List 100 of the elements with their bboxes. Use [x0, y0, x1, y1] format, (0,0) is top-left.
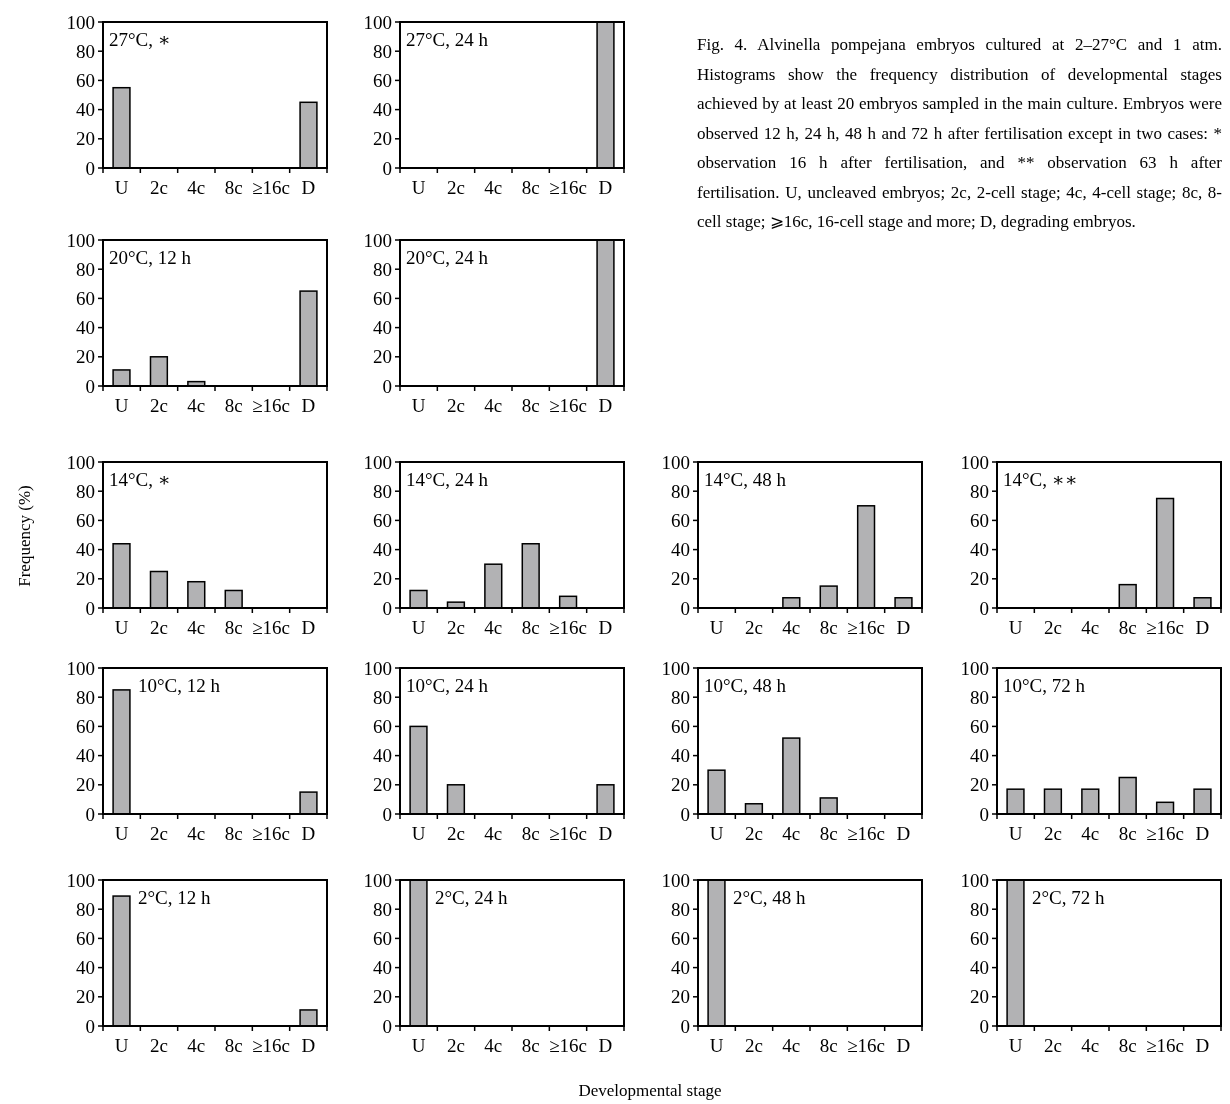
y-tick-label: 60: [970, 928, 989, 950]
x-tick-label: 8c: [521, 617, 540, 638]
x-tick-label: U: [114, 395, 129, 416]
x-tick-label: 8c: [1118, 1035, 1137, 1056]
y-tick-label: 20: [373, 128, 392, 150]
y-tick-label: 80: [970, 480, 989, 502]
y-tick-label: 100: [363, 869, 392, 891]
x-tick-label: 8c: [1118, 617, 1137, 638]
x-tick-label: 4c: [187, 823, 206, 844]
y-tick-label: 0: [382, 803, 392, 825]
x-tick-label: 4c: [484, 177, 503, 198]
x-tick-label: 2c: [149, 823, 168, 844]
x-tick-label: ≥16c: [1146, 1035, 1185, 1056]
y-tick-label: 80: [76, 258, 95, 280]
x-tick-label: D: [301, 177, 316, 198]
y-tick-label: 80: [671, 898, 690, 920]
x-tick-label: 8c: [224, 823, 243, 844]
y-tick-label: 0: [680, 1015, 690, 1037]
x-tick-label: 2c: [1043, 1035, 1062, 1056]
x-tick-label: ≥16c: [1146, 617, 1185, 638]
x-tick-label: U: [709, 1035, 724, 1056]
y-tick-label: 40: [76, 317, 95, 339]
x-tick-label: 2c: [446, 395, 465, 416]
y-tick-label: 20: [671, 986, 690, 1008]
x-tick-label: 2c: [149, 177, 168, 198]
y-tick-label: 100: [960, 657, 989, 679]
y-tick-label: 40: [76, 957, 95, 979]
y-tick-label: 100: [66, 451, 95, 473]
y-tick-label: 40: [373, 745, 392, 767]
y-tick-label: 60: [970, 510, 989, 532]
y-tick-label: 40: [671, 539, 690, 561]
x-tick-label: ≥16c: [549, 1035, 588, 1056]
x-tick-label: D: [598, 823, 613, 844]
chart-title: 2°C, 12 h: [137, 887, 211, 908]
x-tick-label: D: [896, 617, 911, 638]
y-tick-label: 40: [970, 745, 989, 767]
y-tick-label: 60: [76, 716, 95, 738]
y-tick-label: 0: [85, 157, 95, 179]
x-tick-label: 4c: [484, 1035, 503, 1056]
chart-title: 14°C, ∗: [109, 469, 171, 490]
y-tick-label: 60: [970, 716, 989, 738]
y-tick-label: 20: [76, 568, 95, 590]
x-tick-label: U: [1008, 823, 1023, 844]
y-tick-label: 0: [680, 803, 690, 825]
x-tick-label: D: [1195, 617, 1210, 638]
x-tick-label: D: [1195, 1035, 1210, 1056]
x-tick-label: 4c: [782, 1035, 801, 1056]
x-tick-label: 4c: [782, 617, 801, 638]
x-tick-label: ≥16c: [847, 823, 886, 844]
x-tick-label: U: [411, 177, 426, 198]
y-tick-label: 40: [671, 745, 690, 767]
x-tick-label: 4c: [484, 395, 503, 416]
x-tick-label: 8c: [1118, 823, 1137, 844]
x-tick-label: 4c: [782, 823, 801, 844]
chart-title: 2°C, 48 h: [732, 887, 806, 908]
x-tick-label: 8c: [521, 1035, 540, 1056]
x-tick-label: 2c: [149, 617, 168, 638]
x-tick-label: U: [114, 177, 129, 198]
chart-title: 14°C, 24 h: [406, 469, 489, 490]
y-tick-label: 80: [76, 686, 95, 708]
y-tick-label: 100: [363, 229, 392, 251]
x-tick-label: 8c: [521, 177, 540, 198]
y-tick-label: 20: [373, 774, 392, 796]
x-tick-label: 4c: [187, 395, 206, 416]
x-tick-label: 8c: [521, 823, 540, 844]
x-tick-label: ≥16c: [252, 823, 291, 844]
y-tick-label: 60: [76, 70, 95, 92]
x-tick-label: 4c: [484, 823, 503, 844]
y-tick-label: 60: [671, 928, 690, 950]
x-tick-label: 8c: [224, 177, 243, 198]
x-tick-label: 8c: [819, 617, 838, 638]
y-tick-label: 0: [979, 1015, 989, 1037]
y-tick-label: 0: [85, 597, 95, 619]
y-tick-label: 100: [363, 11, 392, 33]
x-tick-label: D: [301, 395, 316, 416]
x-tick-label: 2c: [446, 1035, 465, 1056]
y-tick-label: 60: [671, 716, 690, 738]
x-tick-label: 8c: [819, 823, 838, 844]
chart-title: 14°C, ∗∗: [1003, 469, 1078, 490]
y-tick-label: 100: [66, 869, 95, 891]
x-tick-label: 8c: [819, 1035, 838, 1056]
y-tick-label: 40: [373, 539, 392, 561]
x-tick-label: U: [1008, 617, 1023, 638]
x-tick-label: 8c: [521, 395, 540, 416]
x-tick-label: ≥16c: [252, 395, 291, 416]
y-tick-label: 80: [76, 898, 95, 920]
y-tick-label: 80: [373, 40, 392, 62]
y-tick-label: 100: [363, 657, 392, 679]
x-tick-label: U: [709, 823, 724, 844]
y-tick-label: 80: [373, 258, 392, 280]
y-tick-label: 40: [970, 539, 989, 561]
y-tick-label: 80: [373, 898, 392, 920]
y-tick-label: 100: [960, 451, 989, 473]
x-tick-label: ≥16c: [549, 395, 588, 416]
chart-title: 20°C, 12 h: [109, 247, 192, 268]
y-tick-label: 100: [66, 657, 95, 679]
x-tick-label: 4c: [1081, 1035, 1100, 1056]
y-tick-label: 60: [76, 928, 95, 950]
y-tick-label: 40: [76, 745, 95, 767]
y-tick-label: 40: [76, 99, 95, 121]
